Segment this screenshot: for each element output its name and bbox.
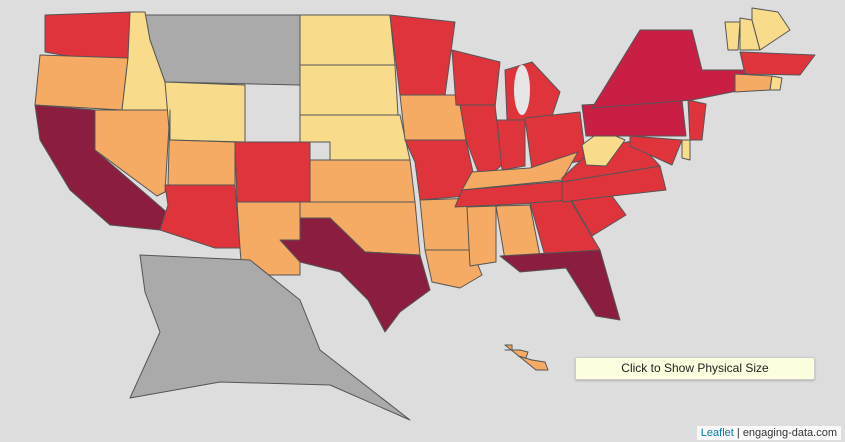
state-sd[interactable] bbox=[299, 64, 399, 116]
state-mn[interactable] bbox=[389, 14, 456, 96]
state-de[interactable] bbox=[681, 139, 691, 161]
attribution-source: engaging-data.com bbox=[742, 427, 837, 439]
state-mo[interactable] bbox=[404, 139, 479, 201]
state-mi[interactable] bbox=[504, 61, 561, 123]
map-attribution: Leaflet | engaging-data.com bbox=[696, 426, 841, 440]
state-mt[interactable] bbox=[139, 14, 301, 86]
state-ma[interactable] bbox=[739, 51, 816, 76]
state-wy[interactable] bbox=[164, 81, 246, 143]
great-lake bbox=[514, 65, 530, 115]
state-or[interactable] bbox=[34, 54, 129, 111]
state-md[interactable] bbox=[629, 135, 683, 166]
state-ne[interactable] bbox=[299, 114, 411, 161]
state-me[interactable] bbox=[751, 7, 791, 51]
state-co[interactable] bbox=[234, 141, 311, 203]
state-hi[interactable] bbox=[504, 344, 549, 371]
state-ks[interactable] bbox=[309, 159, 416, 203]
state-ut[interactable] bbox=[167, 109, 236, 186]
state-az[interactable] bbox=[159, 184, 241, 249]
state-wa[interactable] bbox=[44, 11, 133, 61]
attribution-separator: | bbox=[733, 427, 743, 439]
state-wi[interactable] bbox=[451, 49, 501, 109]
state-ri[interactable] bbox=[769, 75, 783, 91]
leaflet-link[interactable]: Leaflet bbox=[700, 427, 734, 439]
state-ny[interactable] bbox=[591, 29, 746, 109]
state-ms[interactable] bbox=[466, 205, 497, 267]
state-la[interactable] bbox=[424, 249, 483, 289]
state-tx[interactable] bbox=[279, 217, 431, 333]
state-nd[interactable] bbox=[299, 14, 396, 66]
state-nv[interactable] bbox=[94, 109, 171, 197]
state-vt[interactable] bbox=[724, 21, 741, 51]
state-nj[interactable] bbox=[687, 99, 707, 141]
state-ak[interactable] bbox=[129, 254, 411, 421]
state-ky[interactable] bbox=[461, 151, 579, 191]
show-physical-size-button[interactable]: Click to Show Physical Size bbox=[575, 357, 815, 380]
state-ct[interactable] bbox=[734, 73, 773, 93]
state-fl[interactable] bbox=[499, 249, 621, 321]
state-nm[interactable] bbox=[236, 201, 301, 276]
state-in[interactable] bbox=[496, 119, 526, 171]
